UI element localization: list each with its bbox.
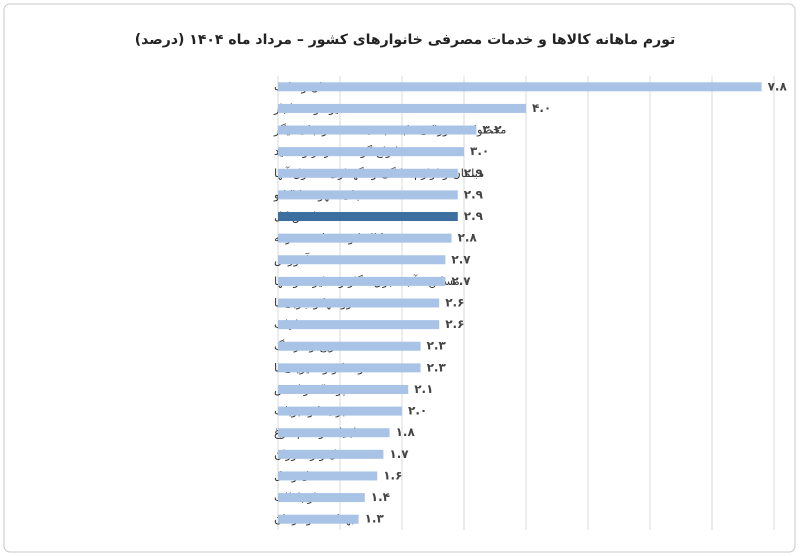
chart-title: تورم ماهانه کالاها و خدمات مصرفی خانواره… — [135, 32, 675, 48]
value-label: ۳.۲ — [482, 123, 502, 137]
bar — [278, 363, 421, 373]
bar — [278, 276, 446, 286]
value-label: ۲.۱ — [414, 382, 433, 396]
bar — [278, 233, 452, 243]
bar — [278, 82, 762, 92]
bar — [278, 384, 409, 394]
bar — [278, 428, 390, 438]
value-label: ۷.۸ — [768, 79, 788, 93]
value-label: ۲.۳ — [427, 339, 447, 353]
bar — [278, 449, 384, 459]
value-label: ۲.۷ — [451, 252, 471, 266]
value-label: ۲.۹ — [464, 209, 484, 223]
bar — [278, 190, 458, 200]
value-label: ۱.۴ — [371, 490, 390, 504]
value-label: ۲.۸ — [458, 231, 478, 245]
value-label: ۱.۳ — [365, 512, 385, 526]
bar — [278, 406, 402, 416]
bar — [278, 298, 440, 308]
bar — [278, 212, 458, 222]
value-label: ۲.۹ — [464, 166, 484, 180]
bar — [278, 103, 526, 113]
value-label: ۱.۶ — [383, 468, 402, 482]
value-label: ۲.۳ — [427, 360, 447, 374]
value-label: ۲.۹ — [464, 187, 484, 201]
bar — [278, 255, 446, 265]
bar — [278, 341, 421, 351]
bar — [278, 471, 378, 481]
bar — [278, 125, 477, 135]
value-label: ۳.۰ — [470, 144, 489, 158]
value-label: ۴.۰ — [532, 101, 551, 115]
bar — [278, 147, 464, 157]
bar — [278, 320, 440, 330]
bar — [278, 514, 359, 524]
value-label: ۱.۸ — [396, 425, 416, 439]
value-label: ۱.۷ — [389, 447, 409, 461]
value-label: ۲.۷ — [451, 274, 471, 288]
value-label: ۲.۶ — [445, 317, 464, 331]
value-label: ۲.۰ — [408, 404, 427, 418]
value-label: ۲.۶ — [445, 296, 464, 310]
bar — [278, 168, 458, 178]
bar — [278, 493, 365, 503]
